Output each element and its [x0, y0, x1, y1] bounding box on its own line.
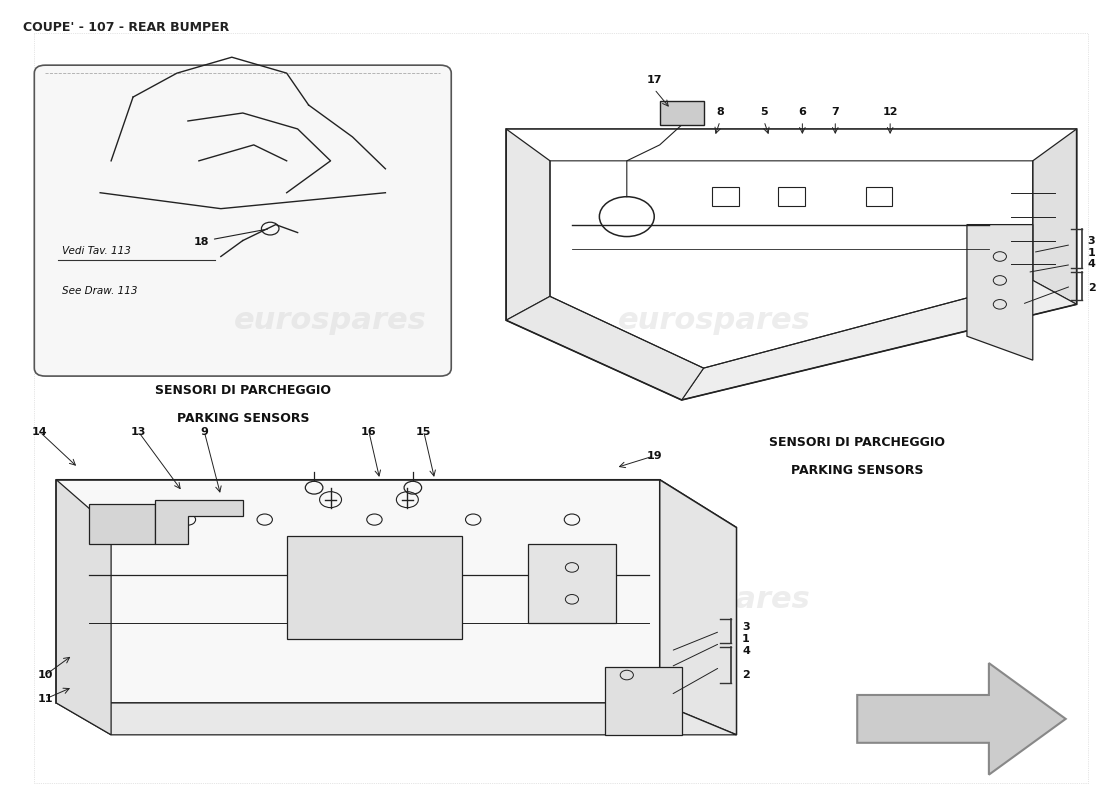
- Text: eurospares: eurospares: [618, 585, 811, 614]
- Text: 16: 16: [361, 427, 377, 437]
- Polygon shape: [56, 480, 737, 527]
- Text: 4: 4: [1088, 259, 1096, 270]
- Text: 8: 8: [716, 107, 724, 117]
- Polygon shape: [56, 480, 660, 703]
- Polygon shape: [528, 543, 616, 623]
- Text: Vedi Tav. 113: Vedi Tav. 113: [62, 246, 131, 257]
- Text: 2: 2: [742, 670, 750, 680]
- Polygon shape: [56, 480, 111, 735]
- Text: 2: 2: [1088, 283, 1096, 294]
- Text: 1: 1: [742, 634, 750, 644]
- Text: 3: 3: [1088, 235, 1096, 246]
- Polygon shape: [287, 535, 462, 639]
- Polygon shape: [682, 281, 1077, 400]
- Text: 1: 1: [1088, 247, 1096, 258]
- Text: eurospares: eurospares: [234, 306, 427, 334]
- Text: See Draw. 113: See Draw. 113: [62, 286, 138, 296]
- Text: 13: 13: [131, 427, 146, 437]
- Polygon shape: [857, 663, 1066, 774]
- Polygon shape: [506, 296, 704, 400]
- Text: 17: 17: [647, 75, 662, 85]
- Bar: [866, 187, 892, 206]
- Text: 3: 3: [742, 622, 749, 632]
- Text: 5: 5: [760, 107, 768, 117]
- Text: 15: 15: [416, 427, 431, 437]
- Text: 11: 11: [37, 694, 53, 704]
- Text: 7: 7: [832, 107, 839, 117]
- Bar: [713, 187, 739, 206]
- Bar: [778, 187, 804, 206]
- Text: PARKING SENSORS: PARKING SENSORS: [176, 412, 309, 425]
- Polygon shape: [605, 667, 682, 735]
- Polygon shape: [506, 129, 550, 320]
- Polygon shape: [89, 504, 155, 543]
- Text: eurospares: eurospares: [234, 585, 427, 614]
- Text: 14: 14: [32, 427, 47, 437]
- Bar: [660, 101, 704, 125]
- Text: SENSORI DI PARCHEGGIO: SENSORI DI PARCHEGGIO: [155, 384, 331, 397]
- Text: 19: 19: [647, 451, 662, 461]
- Text: 10: 10: [37, 670, 53, 680]
- Text: COUPE' - 107 - REAR BUMPER: COUPE' - 107 - REAR BUMPER: [23, 22, 230, 34]
- Polygon shape: [155, 500, 243, 543]
- Text: 6: 6: [799, 107, 806, 117]
- Text: 4: 4: [742, 646, 750, 656]
- Text: 9: 9: [200, 427, 208, 437]
- Text: 18: 18: [194, 229, 267, 246]
- Text: PARKING SENSORS: PARKING SENSORS: [791, 464, 924, 477]
- Text: eurospares: eurospares: [618, 306, 811, 334]
- Text: SENSORI DI PARCHEGGIO: SENSORI DI PARCHEGGIO: [769, 436, 945, 449]
- FancyBboxPatch shape: [34, 65, 451, 376]
- Polygon shape: [967, 225, 1033, 360]
- Polygon shape: [1033, 129, 1077, 304]
- Polygon shape: [56, 703, 737, 735]
- Polygon shape: [660, 480, 737, 735]
- Text: 12: 12: [882, 107, 898, 117]
